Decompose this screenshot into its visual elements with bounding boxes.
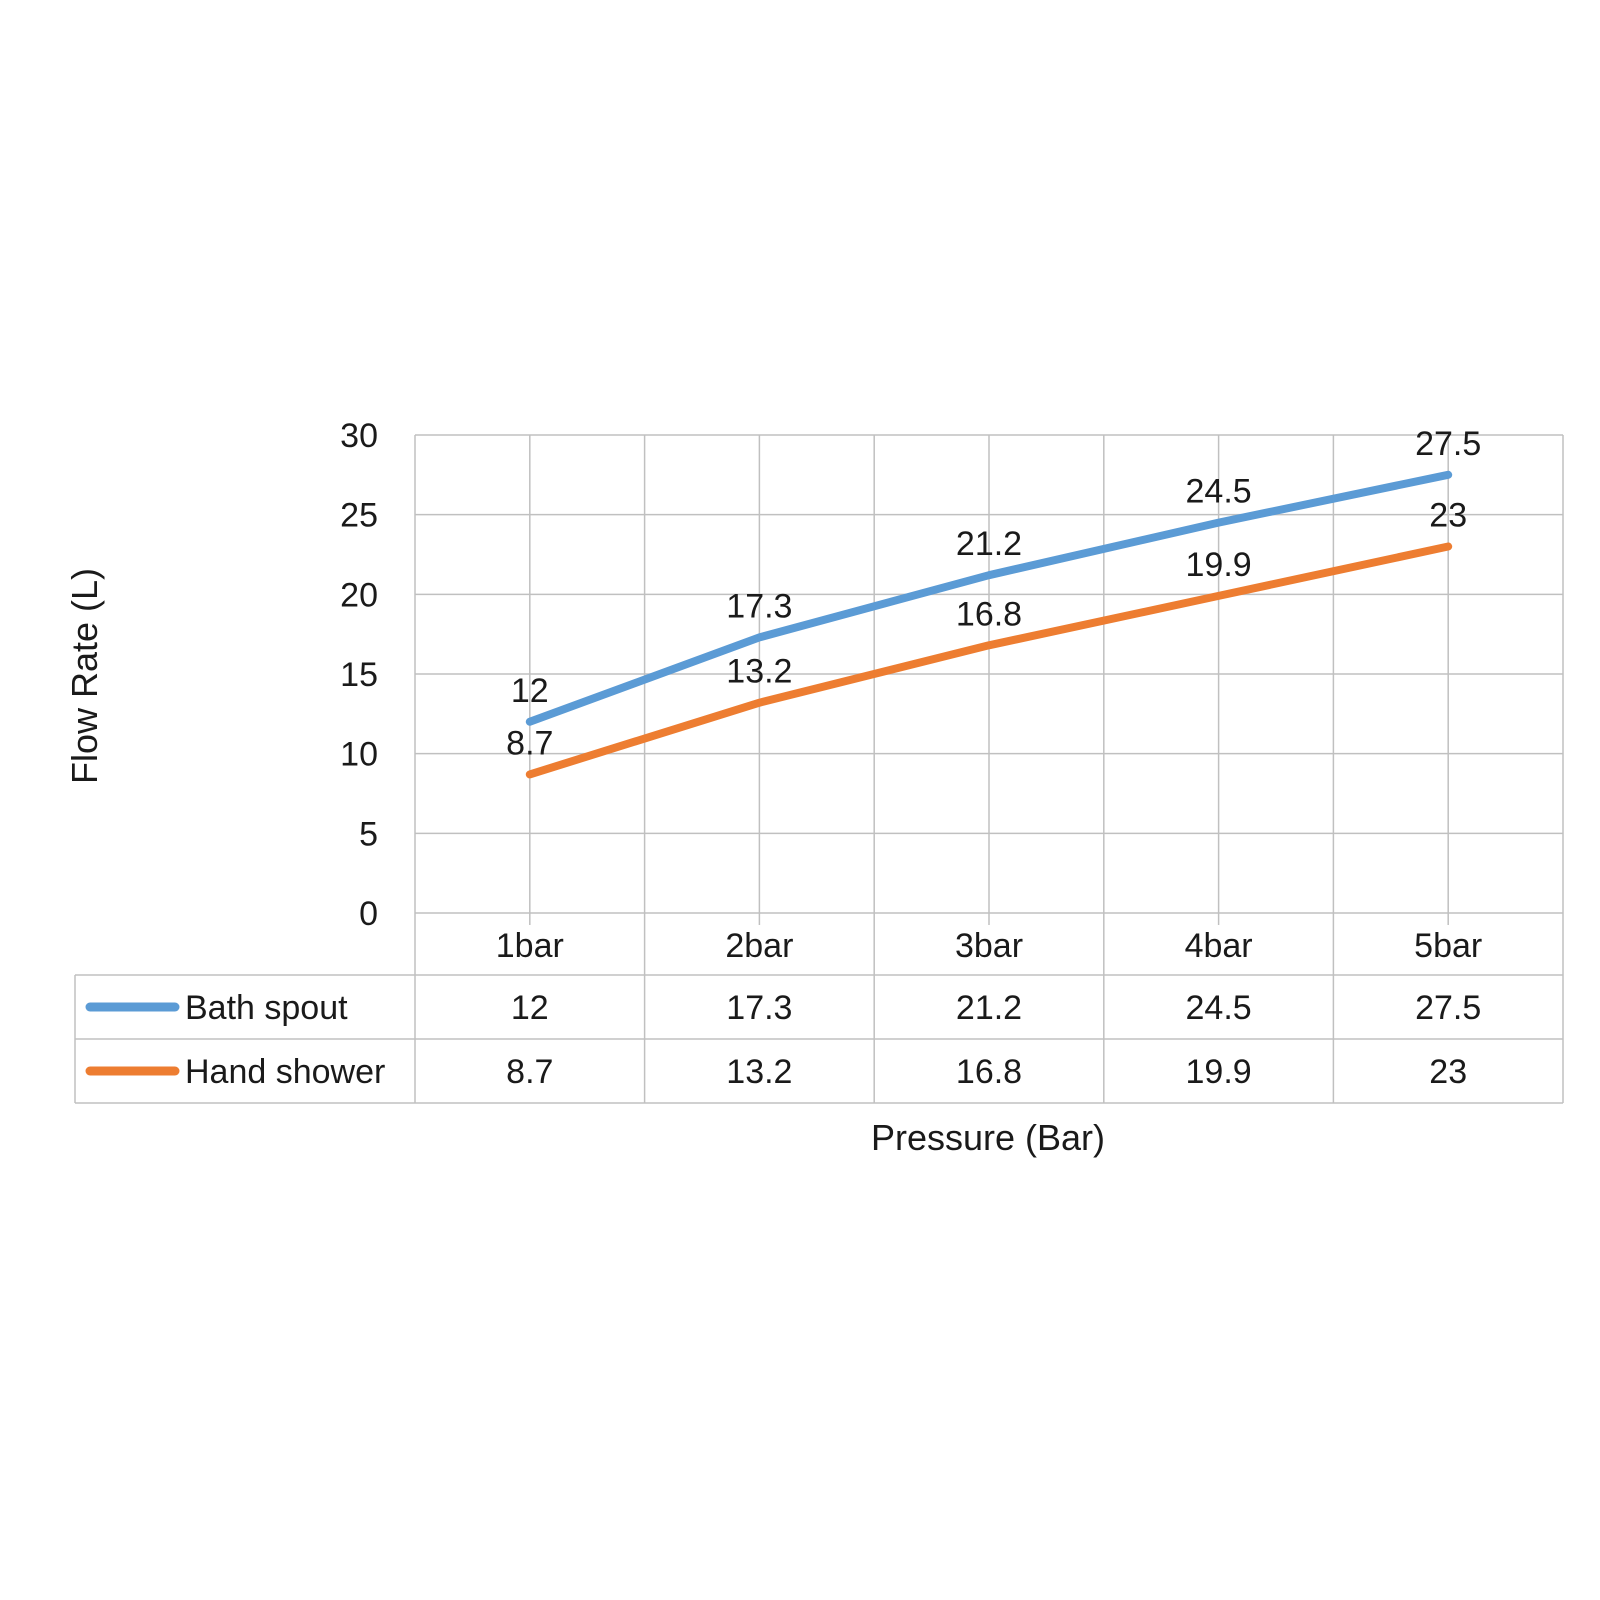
y-tick-label: 20 (340, 576, 378, 614)
data-labels: 12 17.3 21.2 24.5 27.5 8.7 13.2 16.8 19.9 23 (506, 425, 1481, 763)
x-tick-label: 5bar (1414, 927, 1482, 965)
data-label: 17.3 (726, 587, 792, 625)
table-cell-value: 27.5 (1415, 989, 1481, 1027)
legend-series-name: Hand shower (185, 1053, 385, 1091)
data-label: 12 (511, 672, 549, 710)
data-label: 21.2 (956, 525, 1022, 563)
y-tick-label: 5 (359, 815, 378, 853)
data-label: 13.2 (726, 653, 792, 691)
y-axis-ticks: 0 5 10 15 20 25 30 (340, 417, 378, 933)
table-cell-value: 12 (511, 989, 549, 1027)
data-table: 1bar 2bar 3bar 4bar 5bar Bath spout 12 17.3 21.2… (74, 913, 1564, 1104)
y-tick-label: 0 (359, 895, 378, 933)
table-cell-value: 17.3 (726, 989, 792, 1027)
plot-grid (414, 434, 1564, 925)
x-tick-label: 1bar (496, 927, 564, 965)
x-tick-label: 2bar (725, 927, 793, 965)
table-cell-value: 24.5 (1186, 989, 1252, 1027)
x-axis-label: Pressure (Bar) (871, 1117, 1105, 1158)
data-label: 24.5 (1186, 473, 1252, 511)
y-tick-label: 30 (340, 417, 378, 455)
table-cell-value: 23 (1429, 1053, 1467, 1091)
data-label: 16.8 (956, 595, 1022, 633)
y-tick-label: 10 (340, 736, 378, 774)
data-label: 8.7 (506, 724, 553, 762)
table-cell-value: 21.2 (956, 989, 1022, 1027)
table-cell-value: 19.9 (1186, 1053, 1252, 1091)
legend-series-name: Bath spout (185, 989, 348, 1027)
data-label: 19.9 (1186, 546, 1252, 584)
y-tick-label: 15 (340, 656, 378, 694)
x-tick-label: 4bar (1185, 927, 1253, 965)
y-axis-label: Flow Rate (L) (64, 568, 105, 784)
x-tick-label: 3bar (955, 927, 1023, 965)
table-cell-value: 13.2 (726, 1053, 792, 1091)
data-label: 27.5 (1415, 425, 1481, 463)
data-label: 23 (1429, 497, 1467, 535)
y-tick-label: 25 (340, 497, 378, 535)
table-cell-value: 16.8 (956, 1053, 1022, 1091)
table-cell-value: 8.7 (506, 1053, 553, 1091)
series-lines (525, 470, 1453, 779)
